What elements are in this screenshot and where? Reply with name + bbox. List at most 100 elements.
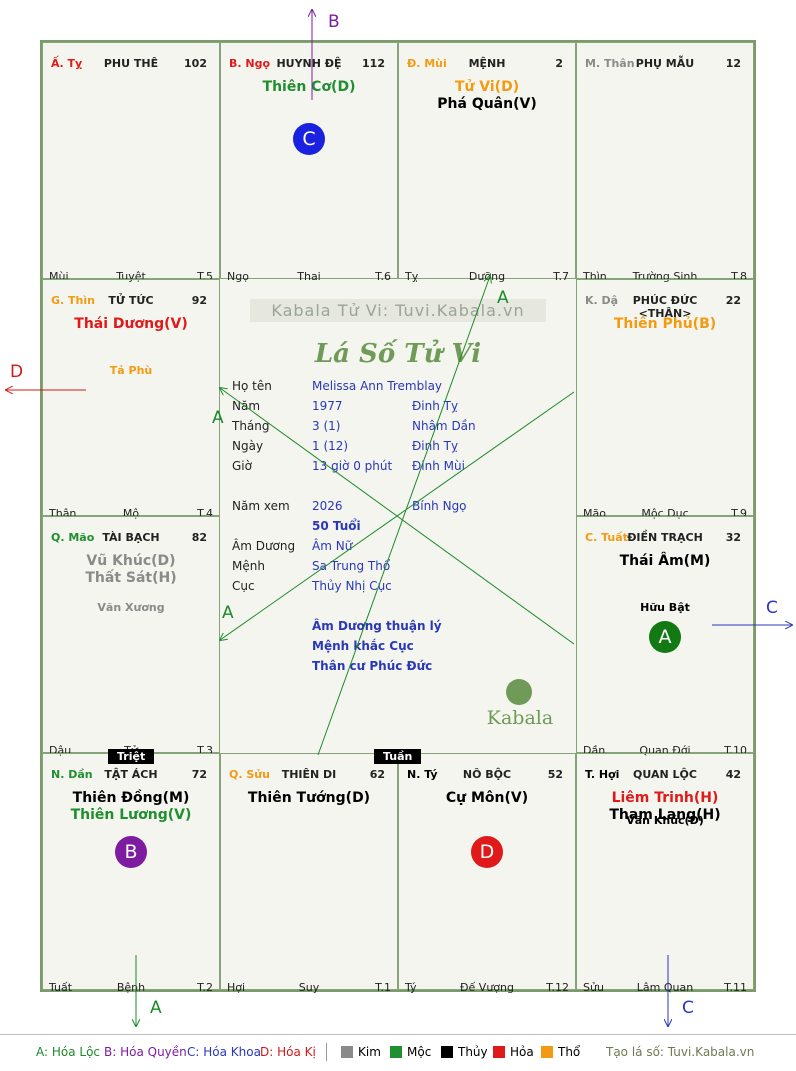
value-am-duong: Âm Nữ xyxy=(312,539,353,553)
palace-number: 52 xyxy=(547,768,563,781)
value-ho-ten: Melissa Ann Tremblay xyxy=(312,379,443,393)
palace-stem: M. Thân xyxy=(585,57,635,70)
legend-hoa-khoa: C: Hóa Khoa xyxy=(187,1045,261,1059)
major-stars: Thiên Tướng(D) xyxy=(221,790,397,807)
birth-info: Họ tên Năm Tháng Ngày Giờ Năm xem Âm Dươ… xyxy=(232,379,562,679)
major-star: Phá Quân(V) xyxy=(437,96,537,112)
palace-number: 102 xyxy=(184,57,207,70)
footer-stage: Bệnh xyxy=(116,981,146,994)
swatch-thuy xyxy=(441,1046,453,1058)
palace-stem: N. Dần xyxy=(51,768,93,781)
label-cuc: Cục xyxy=(232,579,255,593)
major-stars: Thiên Phủ(B) xyxy=(577,316,753,333)
footer-branch: Sửu xyxy=(583,981,604,994)
palace-stem: Ấ. Tỵ xyxy=(51,57,83,70)
arrow-label-right: C xyxy=(766,598,778,618)
palace-stem: T. Hợi xyxy=(585,768,620,781)
legend-hoa: Hỏa xyxy=(510,1045,534,1059)
value-cuc: Thủy Nhị Cục xyxy=(312,579,392,593)
kabala-logo-text: Kabala xyxy=(486,707,554,729)
legend-tho: Thổ xyxy=(558,1045,581,1059)
legend-hoa-ki: D: Hóa Kị xyxy=(260,1045,316,1059)
legend-kim: Kim xyxy=(358,1045,381,1059)
palace-stem: Q. Mão xyxy=(51,531,95,544)
major-star: Thiên Đồng(M) xyxy=(72,790,190,806)
legend-hoa-loc: A: Hóa Lộc xyxy=(36,1045,101,1059)
palace-number: 112 xyxy=(362,57,385,70)
palace-name: MỆNH xyxy=(468,57,506,70)
label-ngay: Ngày xyxy=(232,439,264,453)
major-star: Cự Môn(V) xyxy=(445,790,529,806)
palace-number: 22 xyxy=(725,294,741,307)
major-stars: Thái Dương(V) xyxy=(43,316,219,333)
palace-menh: Đ. Mùi MỆNH 2 Tử Vi(D) Phá Quân(V) Tỵ Dưỡng … xyxy=(398,42,576,283)
palace-name: PHÚC ĐỨC <THÂN> xyxy=(632,294,698,320)
major-stars: Tử Vi(D) Phá Quân(V) xyxy=(399,79,575,113)
footer-stage: Suy xyxy=(298,981,320,994)
major-star: Thiên Tướng(D) xyxy=(247,790,371,806)
palace-number: 32 xyxy=(725,531,741,544)
hoa-circle-b: B xyxy=(115,836,147,868)
palace-number: 12 xyxy=(725,57,741,70)
footer-age: T.7 xyxy=(553,270,569,283)
minor-star: Văn Khúc(D) xyxy=(626,814,704,827)
major-star: Thiên Phủ(B) xyxy=(613,316,717,332)
chart-title: Lá Số Tử Vi xyxy=(314,339,482,369)
label-nam: Năm xyxy=(232,399,261,413)
footer-stage: Thai xyxy=(297,270,321,283)
palace-name: THIÊN DI xyxy=(281,768,337,781)
footer-age: T.12 xyxy=(546,981,569,994)
major-stars: Thiên Đồng(M) Thiên Lương(V) xyxy=(43,790,219,824)
label-nam-xem: Năm xem xyxy=(232,499,290,513)
arrow-label-top: B xyxy=(328,12,340,32)
value-thang: 3 (1) xyxy=(312,419,341,433)
swatch-hoa xyxy=(493,1046,505,1058)
palace-number: 42 xyxy=(725,768,741,781)
palace-name: NÔ BỘC xyxy=(462,768,512,781)
value-menh: Sa Trung Thổ xyxy=(312,559,391,573)
arrow-label-inner-3: A xyxy=(222,603,234,623)
palace-number: 92 xyxy=(191,294,207,307)
value-gio-cc: Đinh Mùi xyxy=(412,459,465,473)
value-nam: 1977 xyxy=(312,399,343,413)
label-menh: Mệnh xyxy=(232,559,265,573)
palace-name: HUYNH ĐỆ xyxy=(276,57,342,70)
watermark: Kabala Tử Vi: Tuvi.Kabala.vn xyxy=(250,299,546,322)
palace-stem: Đ. Mùi xyxy=(407,57,447,70)
center-info-panel: Kabala Tử Vi: Tuvi.Kabala.vn Lá Số Tử Vi… xyxy=(220,279,576,753)
palace-thien-di: Q. Sửu THIÊN DI 62 Thiên Tướng(D) Hợi Suy T… xyxy=(220,753,398,994)
major-stars: Thiên Cơ(D) xyxy=(221,79,397,96)
palace-tu-tuc: G. Thìn TỬ TỨC 92 Thái Dương(V) Tả Phù Thân … xyxy=(42,279,220,520)
footer-branch: Tuất xyxy=(49,981,73,994)
major-star: Tham Lang(H) xyxy=(609,807,721,823)
hoa-circle-d: D xyxy=(471,836,503,868)
horoscope-chart: Ấ. Tỵ PHU THÊ 102 Mùi Tuyệt T.5 B. Ngọ HUYN… xyxy=(40,40,756,994)
value-nam-xem-cc: Bính Ngọ xyxy=(412,499,467,513)
legend-moc: Mộc xyxy=(407,1045,432,1059)
footer-branch: Ngọ xyxy=(227,270,249,283)
value-nam-cc: Đinh Tỵ xyxy=(412,399,459,413)
footer-branch: Tỵ xyxy=(405,270,419,283)
palace-no-boc: N. Tý NÔ BỘC 52 Cự Môn(V) Tý Đế Vượng T.12 D xyxy=(398,753,576,994)
swatch-tho xyxy=(541,1046,553,1058)
triet-badge: Triệt xyxy=(108,749,155,764)
note-2: Mệnh khắc Cục xyxy=(312,639,414,653)
tuan-badge: Tuần xyxy=(374,749,422,764)
footer-age: T.1 xyxy=(375,981,391,994)
palace-stem: C. Tuất xyxy=(585,531,628,544)
palace-huynh-de: B. Ngọ HUYNH ĐỆ 112 Thiên Cơ(D) Ngọ Thai T.… xyxy=(220,42,398,283)
minor-star: Tả Phù xyxy=(109,364,153,377)
palace-stem: G. Thìn xyxy=(51,294,95,307)
major-stars: Vũ Khúc(D) Thất Sát(H) xyxy=(43,553,219,587)
palace-stem: K. Dậ xyxy=(585,294,619,307)
footer-stage: Đế Vượng xyxy=(460,981,514,994)
palace-name: PHỤ MẪU xyxy=(635,57,695,70)
major-star: Thiên Lương(V) xyxy=(70,807,192,823)
hoa-circle-a: A xyxy=(649,621,681,653)
footer-branch: Hợi xyxy=(227,981,246,994)
palace-name: TÀI BẠCH xyxy=(102,531,160,544)
major-star: Vũ Khúc(D) xyxy=(86,553,176,569)
palace-number: 62 xyxy=(369,768,385,781)
note-1: Âm Dương thuận lý xyxy=(312,619,442,633)
